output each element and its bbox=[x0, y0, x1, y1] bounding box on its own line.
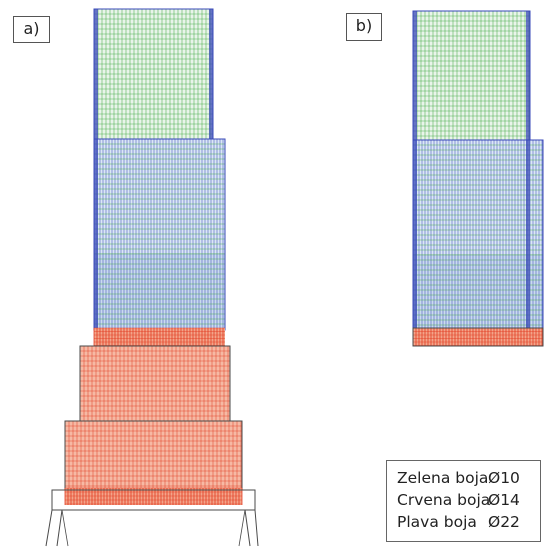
support-bracing bbox=[61, 509, 246, 547]
transition-band-mesh-vertical-bars bbox=[93, 328, 224, 346]
panel-a-reinforcement bbox=[45, 8, 259, 547]
legend-name: Crvena boja bbox=[397, 491, 491, 509]
legend-item-red: Crvena boja Ø14 bbox=[397, 489, 540, 511]
middle-section-mesh-upper-fill bbox=[94, 139, 225, 254]
legend-diameter: Ø14 bbox=[488, 491, 520, 509]
middle-section-left-bars bbox=[94, 139, 98, 330]
legend-name: Plava boja bbox=[397, 513, 477, 531]
b-base-band-mesh bbox=[412, 327, 543, 346]
b-upper-shaft-right-bars bbox=[526, 11, 530, 141]
b-middle-section-left-bars-fill bbox=[413, 140, 417, 329]
b-middle-section-left-bars bbox=[413, 140, 417, 329]
support-legs bbox=[45, 509, 259, 547]
panel-b-reinforcement bbox=[412, 10, 544, 347]
upper-shaft-right-bars bbox=[209, 9, 213, 141]
b-middle-section-right-bars bbox=[526, 140, 530, 329]
legend-diameter: Ø10 bbox=[488, 469, 520, 487]
b-middle-section-mesh-upper bbox=[412, 139, 543, 256]
middle-section-left-bars-fill bbox=[94, 139, 98, 330]
upper-shaft-left-bars bbox=[94, 9, 98, 141]
b-middle-section-mesh-upper-fill bbox=[413, 140, 543, 255]
b-middle-section-mesh-lower-fill bbox=[413, 255, 543, 329]
transition-band-mesh-horizontal-bars bbox=[94, 327, 225, 346]
middle-section-mesh-lower-horizontal-bars bbox=[94, 253, 225, 330]
base-block-mesh-fill bbox=[65, 421, 242, 490]
legend-name: Zelena boja bbox=[397, 469, 489, 487]
base-block-mesh bbox=[64, 420, 242, 490]
b-upper-shaft-left-bars bbox=[413, 11, 417, 141]
transition-band-mesh bbox=[93, 327, 225, 346]
upper-shaft-left-bars-fill bbox=[94, 9, 98, 141]
panel-a-label: a) bbox=[13, 16, 50, 43]
legend-diameter: Ø22 bbox=[488, 513, 520, 531]
legend-item-blue: Plava boja Ø22 bbox=[397, 511, 540, 533]
b-base-band-outline bbox=[412, 327, 544, 347]
legend: Zelena boja Ø10 Crvena boja Ø14 Plava bo… bbox=[386, 460, 541, 542]
b-upper-shaft-mesh bbox=[412, 10, 530, 142]
foundation-band-mesh bbox=[64, 487, 243, 505]
b-middle-section-mesh-lower-horizontal-bars bbox=[413, 254, 543, 326]
middle-section-mesh-lower-fill bbox=[94, 254, 225, 330]
b-upper-shaft-right-bars-fill bbox=[526, 11, 530, 141]
foundation-band-mesh-horizontal-bars bbox=[65, 487, 242, 505]
b-middle-section-right-bars-fill bbox=[526, 140, 530, 329]
lower-block-mesh bbox=[79, 345, 230, 422]
middle-section-mesh-upper bbox=[93, 138, 225, 255]
lower-block-mesh-fill bbox=[80, 346, 230, 422]
foundation-band-mesh-vertical-bars bbox=[64, 488, 243, 505]
b-upper-shaft-left-bars-fill bbox=[413, 11, 417, 141]
panel-b-label: b) bbox=[346, 13, 382, 41]
middle-section-mesh-lower bbox=[93, 253, 225, 330]
upper-shaft-mesh bbox=[93, 8, 213, 141]
legend-item-green: Zelena boja Ø10 bbox=[397, 467, 540, 489]
b-base-band-mesh-fill bbox=[413, 328, 543, 346]
b-middle-section-mesh-lower bbox=[412, 254, 543, 329]
upper-shaft-right-bars-fill bbox=[209, 9, 213, 141]
